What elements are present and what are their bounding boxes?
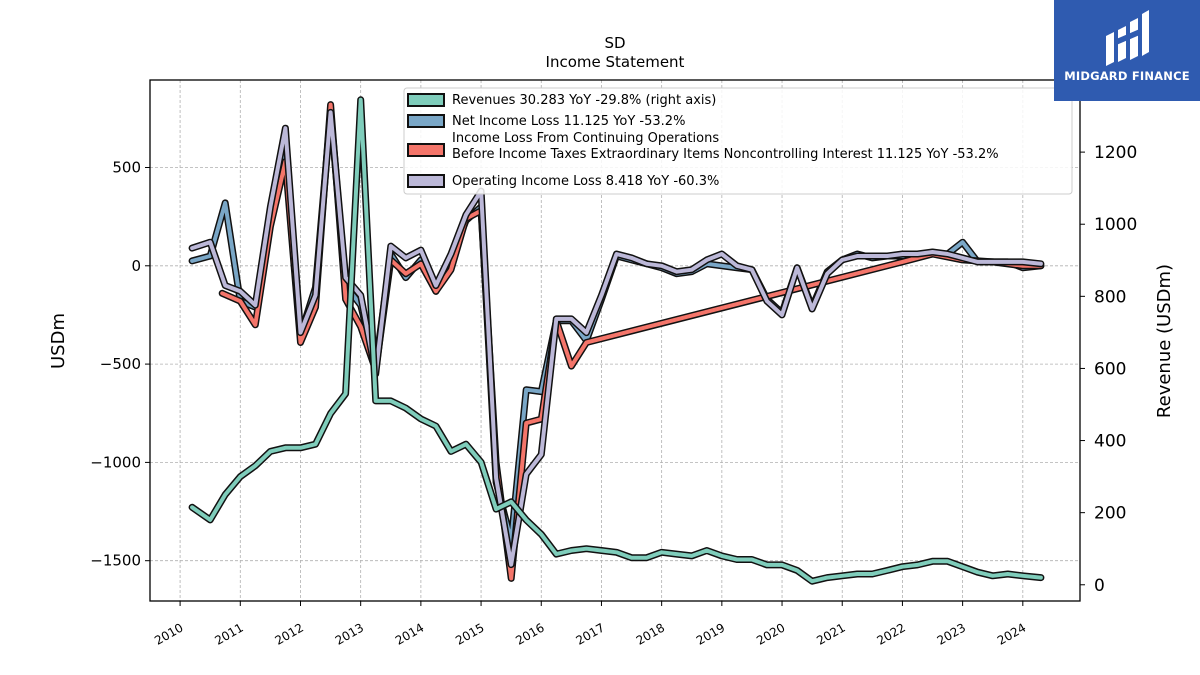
legend-swatch bbox=[407, 174, 445, 188]
y-tick-label: −1000 bbox=[90, 453, 141, 471]
y-axis-label: USDm bbox=[48, 313, 69, 369]
x-tick-label: 2015 bbox=[453, 620, 486, 647]
x-tick-label: 2013 bbox=[333, 620, 366, 647]
legend-swatch bbox=[407, 93, 445, 107]
y-right-tick-label: 800 bbox=[1094, 287, 1126, 307]
y-right-tick-label: 1000 bbox=[1094, 215, 1137, 235]
y-right-tick-label: 0 bbox=[1094, 576, 1105, 596]
series-line bbox=[190, 97, 1043, 584]
y-right-tick-label: 200 bbox=[1094, 504, 1126, 524]
series-line bbox=[220, 102, 1043, 581]
series-layer bbox=[188, 96, 1045, 585]
x-tick-label: 2019 bbox=[694, 620, 727, 647]
y-tick-label: 500 bbox=[112, 158, 141, 176]
brand-logo: MIDGARD FINANCE bbox=[1054, 0, 1200, 101]
legend-label: Revenues 30.283 YoY -29.8% (right axis) bbox=[452, 93, 716, 108]
y-right-tick-label: 600 bbox=[1094, 359, 1126, 379]
brand-name: MIDGARD FINANCE bbox=[1064, 69, 1190, 83]
x-tick-label: 2011 bbox=[212, 620, 245, 647]
plot-frame bbox=[149, 79, 1081, 602]
x-tick-label: 2021 bbox=[814, 620, 847, 647]
y-right-tick-label: 1200 bbox=[1094, 143, 1137, 163]
midgard-logo-icon bbox=[1106, 10, 1149, 66]
y-tick-label: 0 bbox=[131, 257, 141, 275]
x-tick-label: 2017 bbox=[574, 620, 607, 647]
legend-label: Income Loss From Continuing Operations bbox=[452, 131, 719, 146]
x-tick-label: 2022 bbox=[874, 620, 907, 647]
x-tick-label: 2012 bbox=[273, 620, 306, 647]
x-tick-label: 2014 bbox=[393, 620, 426, 647]
x-tick-label: 2023 bbox=[935, 620, 968, 647]
legend: Revenues 30.283 YoY -29.8% (right axis) N… bbox=[403, 87, 1073, 195]
chart-title: SD bbox=[604, 34, 625, 52]
x-tick-label: 2016 bbox=[513, 620, 546, 647]
x-tick-label: 2010 bbox=[152, 620, 185, 647]
legend-label: Operating Income Loss 8.418 YoY -60.3% bbox=[452, 174, 719, 189]
series-line bbox=[190, 110, 1043, 567]
legend-swatch bbox=[407, 114, 445, 128]
series-income-loss-from-continuing-operations-b bbox=[218, 101, 1045, 582]
y-axis-right-label: Revenue (USDm) bbox=[1154, 264, 1175, 418]
x-tick-label: 2020 bbox=[754, 620, 787, 647]
chart-subtitle: Income Statement bbox=[546, 53, 685, 71]
y-tick-label: −500 bbox=[100, 355, 141, 373]
y-tick-label: −1500 bbox=[90, 552, 141, 570]
series-revenues bbox=[188, 96, 1045, 585]
legend-label: Before Income Taxes Extraordinary Items … bbox=[452, 147, 999, 162]
legend-box bbox=[403, 87, 1073, 195]
x-tick-label: 2024 bbox=[995, 620, 1028, 647]
y-right-tick-label: 400 bbox=[1094, 432, 1126, 452]
legend-swatch bbox=[407, 143, 445, 157]
legend-label: Net Income Loss 11.125 YoY -53.2% bbox=[452, 114, 685, 129]
x-tick-label: 2018 bbox=[634, 620, 667, 647]
series-operating-income-loss bbox=[188, 108, 1045, 569]
